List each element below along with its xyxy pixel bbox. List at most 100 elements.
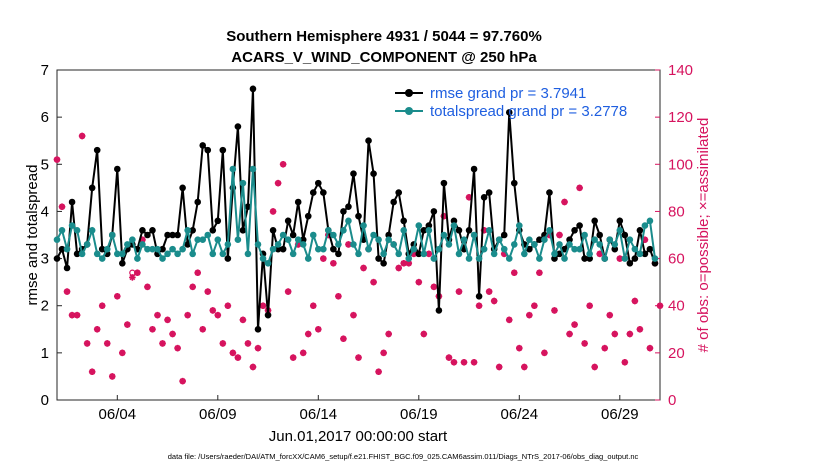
rmse-point bbox=[53, 255, 61, 262]
obs-assimilated-point bbox=[58, 203, 66, 211]
obs-assimilated-stroke bbox=[657, 302, 663, 309]
rmse-point bbox=[365, 137, 372, 145]
obs-assimilated-point bbox=[214, 311, 222, 319]
totalspread-point bbox=[561, 255, 568, 262]
totalspread-point bbox=[365, 245, 372, 253]
totalspread-point bbox=[415, 222, 423, 229]
obs-assimilated-point bbox=[249, 363, 257, 371]
obs-assimilated-point bbox=[289, 354, 297, 361]
obs-assimilated-stroke bbox=[561, 199, 568, 205]
rmse-point bbox=[179, 184, 186, 192]
totalspread-point bbox=[586, 250, 593, 258]
obs-assimilated-point bbox=[415, 278, 423, 286]
rmse-point bbox=[415, 250, 423, 258]
totalspread-point bbox=[571, 245, 578, 253]
obs-assimilated-stroke bbox=[506, 316, 513, 323]
totalspread-point bbox=[309, 231, 317, 239]
obs-assimilated-point bbox=[350, 311, 357, 319]
totalspread-point bbox=[58, 226, 66, 234]
obs-assimilated-point bbox=[108, 373, 116, 380]
rmse-point bbox=[93, 146, 101, 154]
obs-assimilated-stroke bbox=[355, 354, 362, 361]
totalspread-point bbox=[204, 231, 212, 239]
obs-assimilated-point bbox=[400, 259, 408, 267]
obs-assimilated-point bbox=[320, 255, 327, 262]
obs-assimilated-point bbox=[571, 321, 578, 328]
totalspread-point bbox=[279, 231, 287, 239]
obs-assimilated-series bbox=[53, 132, 664, 385]
obs-assimilated-point bbox=[370, 278, 377, 286]
obs-assimilated-stroke bbox=[556, 232, 563, 238]
obs-assimilated-stroke bbox=[124, 321, 131, 328]
totalspread-point bbox=[134, 255, 141, 262]
obs-assimilated-point bbox=[345, 241, 352, 248]
obs-assimilated-point bbox=[636, 325, 644, 333]
rmse-point bbox=[294, 198, 302, 206]
obs-assimilated-stroke bbox=[214, 312, 221, 319]
totalspread-point bbox=[244, 250, 252, 258]
rmse-point bbox=[244, 203, 252, 211]
obs-assimilated-stroke bbox=[209, 307, 216, 314]
obs-assimilated-point bbox=[78, 132, 86, 140]
totalspread-point bbox=[405, 255, 413, 262]
rmse-point bbox=[164, 231, 171, 239]
obs-assimilated-point bbox=[576, 184, 583, 192]
totalspread-point bbox=[199, 236, 207, 244]
y2-axis-ticks: 0 20 40 60 80 100 120 140 bbox=[655, 62, 693, 409]
obs-assimilated-stroke bbox=[496, 364, 503, 370]
totalspread-point bbox=[159, 255, 166, 262]
obs-assimilated-stroke bbox=[511, 269, 518, 276]
chart-title: Southern Hemisphere 4931 / 5044 = 97.760… bbox=[226, 28, 542, 45]
totalspread-point bbox=[380, 250, 387, 258]
totalspread-point bbox=[189, 250, 196, 258]
obs-assimilated-point bbox=[189, 283, 196, 291]
obs-assimilated-point bbox=[510, 269, 518, 277]
obs-assimilated-point bbox=[53, 156, 61, 163]
rmse-point bbox=[144, 231, 151, 239]
y2-tick-label: 120 bbox=[668, 109, 693, 126]
obs-assimilated-point bbox=[516, 344, 523, 352]
obs-assimilated-point bbox=[93, 325, 101, 333]
totalspread-point bbox=[169, 245, 176, 253]
obs-assimilated-point bbox=[475, 302, 483, 310]
rmse-point bbox=[219, 146, 227, 154]
rmse-point bbox=[309, 189, 317, 196]
obs-assimilated-point bbox=[279, 160, 287, 168]
totalspread-point bbox=[83, 241, 91, 248]
totalspread-point bbox=[229, 165, 237, 173]
totalspread-point bbox=[631, 245, 639, 253]
obs-assimilated-stroke bbox=[144, 283, 151, 290]
obs-assimilated-stroke bbox=[290, 354, 297, 361]
rmse-point bbox=[576, 222, 583, 229]
obs-assimilated-point bbox=[119, 349, 126, 357]
rmse-point bbox=[194, 198, 201, 206]
rmse-point bbox=[556, 250, 563, 258]
obs-assimilated-point bbox=[73, 311, 81, 319]
obs-assimilated-point bbox=[551, 307, 558, 314]
obs-assimilated-stroke bbox=[149, 326, 156, 333]
totalspread-point bbox=[219, 250, 227, 258]
obs-assimilated-stroke bbox=[184, 312, 191, 319]
rmse-point bbox=[315, 179, 322, 187]
totalspread-point bbox=[636, 250, 644, 258]
rmse-point bbox=[425, 222, 433, 229]
obs-assimilated-stroke bbox=[245, 340, 251, 347]
totalspread-point bbox=[224, 241, 232, 248]
obs-assimilated-stroke bbox=[516, 345, 523, 352]
totalspread-point bbox=[98, 255, 106, 262]
obs-assimilated-point bbox=[229, 349, 237, 357]
obs-assimilated-point bbox=[134, 269, 141, 277]
legend-rmse-marker bbox=[405, 89, 413, 97]
totalspread-point bbox=[234, 236, 242, 244]
obs-assimilated-point bbox=[88, 368, 96, 376]
rmse-point bbox=[485, 189, 493, 196]
obs-assimilated-point bbox=[420, 330, 428, 338]
y2-tick-label: 40 bbox=[668, 298, 685, 315]
obs-assimilated-stroke bbox=[596, 250, 603, 257]
rmse-point bbox=[204, 146, 212, 154]
obs-assimilated-stroke bbox=[420, 331, 427, 337]
obs-assimilated-point bbox=[254, 344, 262, 352]
obs-assimilated-stroke bbox=[260, 302, 266, 309]
rmse-point bbox=[335, 250, 342, 258]
